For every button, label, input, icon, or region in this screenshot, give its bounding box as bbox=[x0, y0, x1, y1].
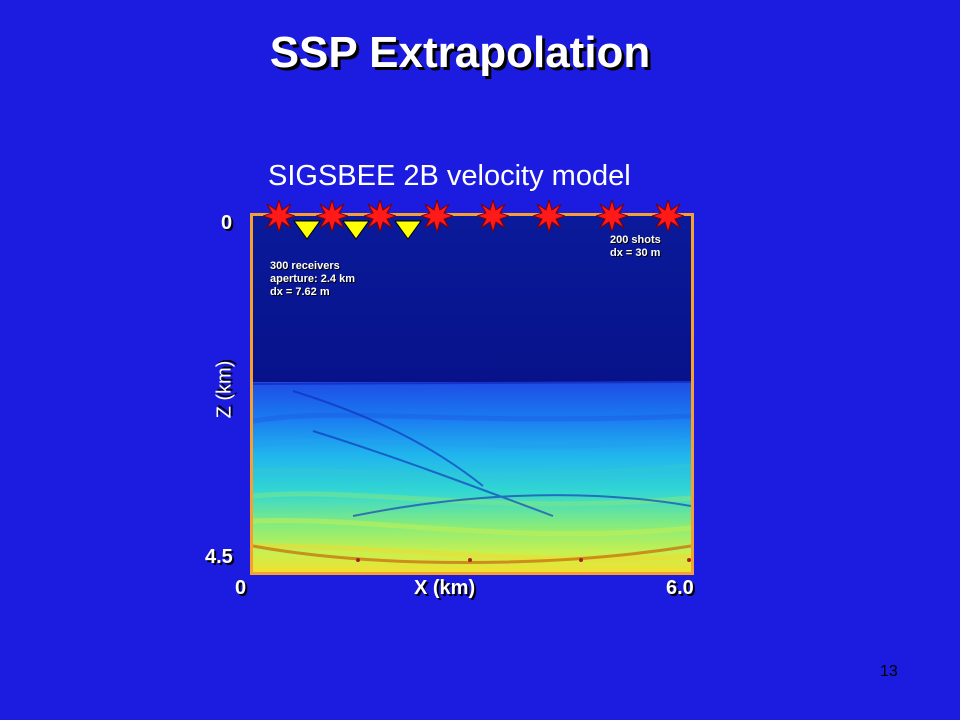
z-axis-label: Z (km) bbox=[213, 360, 236, 419]
slide-title: SSP Extrapolation bbox=[269, 28, 651, 77]
z-axis-bottom-tick: 4.5 bbox=[205, 546, 233, 568]
shots-count-text: 200 shots bbox=[610, 234, 661, 246]
receivers-count-text: 300 receivers bbox=[270, 260, 340, 272]
velocity-model-image bbox=[250, 213, 694, 575]
shot-starburst-icon bbox=[263, 200, 295, 232]
x-axis-label: X (km) bbox=[414, 577, 476, 599]
shot-starburst-icon bbox=[477, 200, 509, 232]
receivers-aperture-text: aperture: 2.4 km bbox=[270, 273, 355, 285]
receiver-triangle-icon bbox=[293, 220, 321, 240]
x-axis-left-tick: 0 bbox=[235, 577, 247, 599]
figure-subtitle: SIGSBEE 2B velocity model bbox=[268, 160, 631, 192]
shot-starburst-icon bbox=[652, 200, 684, 232]
shot-starburst-icon bbox=[316, 200, 348, 232]
shot-starburst-icon bbox=[364, 200, 396, 232]
receivers-spacing-text: dx = 7.62 m bbox=[270, 286, 330, 298]
velocity-model-svg bbox=[253, 216, 691, 572]
receiver-triangle-icon bbox=[394, 220, 422, 240]
z-axis-top-tick: 0 bbox=[221, 212, 233, 234]
shot-starburst-icon bbox=[533, 200, 565, 232]
shots-annotation: 200 shots dx = 30 m bbox=[610, 234, 661, 260]
shot-starburst-icon bbox=[596, 200, 628, 232]
receiver-triangle-icon bbox=[342, 220, 370, 240]
receivers-annotation: 300 receivers aperture: 2.4 km dx = 7.62… bbox=[270, 260, 355, 299]
shot-starburst-icon bbox=[421, 200, 453, 232]
shots-spacing-text: dx = 30 m bbox=[610, 247, 661, 259]
x-axis-right-tick: 6.0 bbox=[666, 577, 694, 599]
page-number: 13 bbox=[880, 663, 898, 680]
